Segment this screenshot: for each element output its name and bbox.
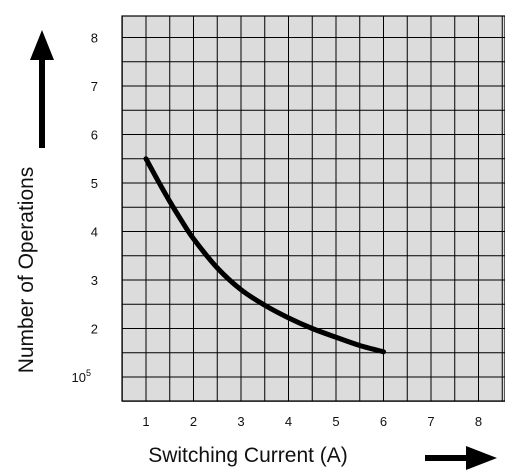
y-tick-label: 6 <box>91 128 98 143</box>
x-axis-label: Switching Current (A) <box>148 444 348 467</box>
y-axis-ticks: 105 2 3 4 5 6 7 8 <box>72 31 98 386</box>
y-tick-label: 4 <box>91 225 98 240</box>
x-axis-ticks: 1 2 3 4 5 6 7 8 <box>142 414 482 429</box>
y-tick-label: 3 <box>91 273 98 288</box>
x-tick-label: 6 <box>380 414 387 429</box>
y-tick-label: 5 <box>91 176 98 191</box>
y-tick-label: 8 <box>91 31 98 46</box>
x-tick-label: 8 <box>475 414 482 429</box>
y-axis-label: Number of Operations <box>15 167 38 374</box>
x-tick-label: 5 <box>332 414 339 429</box>
x-tick-label: 3 <box>237 414 244 429</box>
plot-background <box>122 16 505 401</box>
x-tick-label: 7 <box>427 414 434 429</box>
y-arrow <box>30 30 54 148</box>
y-tick-label: 7 <box>91 79 98 94</box>
grid <box>121 15 505 402</box>
x-tick-label: 4 <box>285 414 292 429</box>
x-tick-label: 1 <box>142 414 149 429</box>
y-tick-label: 2 <box>91 322 98 337</box>
series-curve <box>143 156 386 355</box>
x-arrow <box>425 446 497 470</box>
plot-border <box>121 15 505 402</box>
y-tick-label: 105 <box>72 368 91 385</box>
x-tick-label: 2 <box>190 414 197 429</box>
